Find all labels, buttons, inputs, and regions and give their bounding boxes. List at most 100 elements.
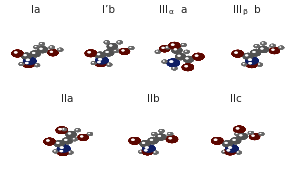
Circle shape: [142, 145, 155, 153]
Circle shape: [57, 145, 70, 153]
Circle shape: [168, 42, 181, 50]
Circle shape: [169, 137, 172, 139]
Circle shape: [171, 44, 174, 46]
Circle shape: [33, 45, 39, 49]
Circle shape: [257, 63, 263, 67]
Circle shape: [130, 47, 131, 48]
Circle shape: [34, 63, 40, 67]
Circle shape: [57, 145, 70, 153]
Circle shape: [65, 131, 76, 138]
Circle shape: [249, 133, 260, 140]
Circle shape: [237, 133, 248, 140]
Circle shape: [40, 48, 42, 49]
Circle shape: [85, 50, 97, 57]
Circle shape: [252, 135, 254, 136]
Circle shape: [21, 53, 32, 60]
Circle shape: [54, 140, 65, 147]
Circle shape: [234, 132, 241, 136]
Circle shape: [151, 132, 157, 136]
Circle shape: [57, 148, 69, 156]
Circle shape: [43, 138, 56, 145]
Circle shape: [243, 53, 254, 60]
Circle shape: [23, 57, 36, 65]
Circle shape: [152, 133, 154, 134]
Circle shape: [142, 145, 155, 153]
Circle shape: [128, 46, 134, 50]
Circle shape: [252, 135, 254, 136]
Circle shape: [50, 51, 53, 53]
Circle shape: [75, 128, 81, 132]
Circle shape: [171, 47, 182, 54]
Circle shape: [184, 50, 190, 54]
Circle shape: [61, 128, 67, 131]
Circle shape: [140, 140, 151, 147]
Circle shape: [172, 44, 174, 45]
Circle shape: [227, 149, 230, 151]
Circle shape: [222, 150, 228, 154]
Circle shape: [270, 44, 276, 48]
Circle shape: [37, 46, 48, 53]
Circle shape: [167, 132, 173, 136]
Text: b: b: [254, 5, 261, 15]
Circle shape: [270, 44, 276, 48]
Circle shape: [69, 151, 70, 153]
Circle shape: [250, 50, 261, 56]
Circle shape: [87, 132, 93, 136]
Circle shape: [21, 53, 32, 60]
Circle shape: [113, 49, 119, 53]
Circle shape: [254, 44, 260, 48]
Circle shape: [119, 48, 130, 55]
Circle shape: [104, 40, 110, 44]
Circle shape: [47, 49, 58, 56]
Circle shape: [72, 137, 78, 141]
Circle shape: [138, 150, 144, 154]
Circle shape: [47, 140, 49, 141]
Circle shape: [61, 128, 67, 131]
Circle shape: [143, 142, 144, 143]
Circle shape: [185, 51, 187, 52]
Circle shape: [211, 137, 223, 145]
Circle shape: [119, 48, 130, 55]
Circle shape: [245, 57, 259, 65]
Circle shape: [163, 60, 165, 62]
Circle shape: [117, 40, 123, 44]
Circle shape: [185, 51, 186, 52]
Circle shape: [163, 60, 165, 62]
Circle shape: [253, 51, 255, 53]
Circle shape: [258, 132, 264, 136]
Circle shape: [151, 132, 157, 136]
Circle shape: [37, 46, 48, 53]
Circle shape: [129, 137, 141, 145]
Circle shape: [54, 140, 65, 147]
Circle shape: [62, 137, 73, 144]
Circle shape: [159, 136, 160, 137]
Circle shape: [95, 52, 106, 59]
Circle shape: [245, 57, 259, 65]
Circle shape: [222, 140, 233, 147]
Circle shape: [33, 45, 39, 49]
Circle shape: [245, 54, 248, 57]
Circle shape: [169, 137, 172, 139]
Circle shape: [122, 50, 124, 51]
Circle shape: [258, 46, 269, 53]
Circle shape: [95, 56, 109, 65]
Circle shape: [119, 48, 130, 55]
Circle shape: [159, 45, 170, 52]
Circle shape: [78, 134, 89, 141]
Circle shape: [59, 129, 61, 130]
Circle shape: [95, 56, 109, 65]
Circle shape: [140, 151, 141, 152]
Circle shape: [147, 137, 159, 144]
Circle shape: [57, 148, 69, 156]
Circle shape: [162, 47, 164, 48]
Circle shape: [97, 61, 101, 63]
Circle shape: [258, 132, 264, 136]
Circle shape: [85, 50, 97, 57]
Circle shape: [78, 134, 89, 141]
Circle shape: [167, 132, 173, 136]
Circle shape: [54, 140, 65, 147]
Circle shape: [129, 137, 141, 145]
Circle shape: [59, 49, 60, 50]
Circle shape: [170, 61, 173, 62]
Circle shape: [68, 132, 71, 134]
